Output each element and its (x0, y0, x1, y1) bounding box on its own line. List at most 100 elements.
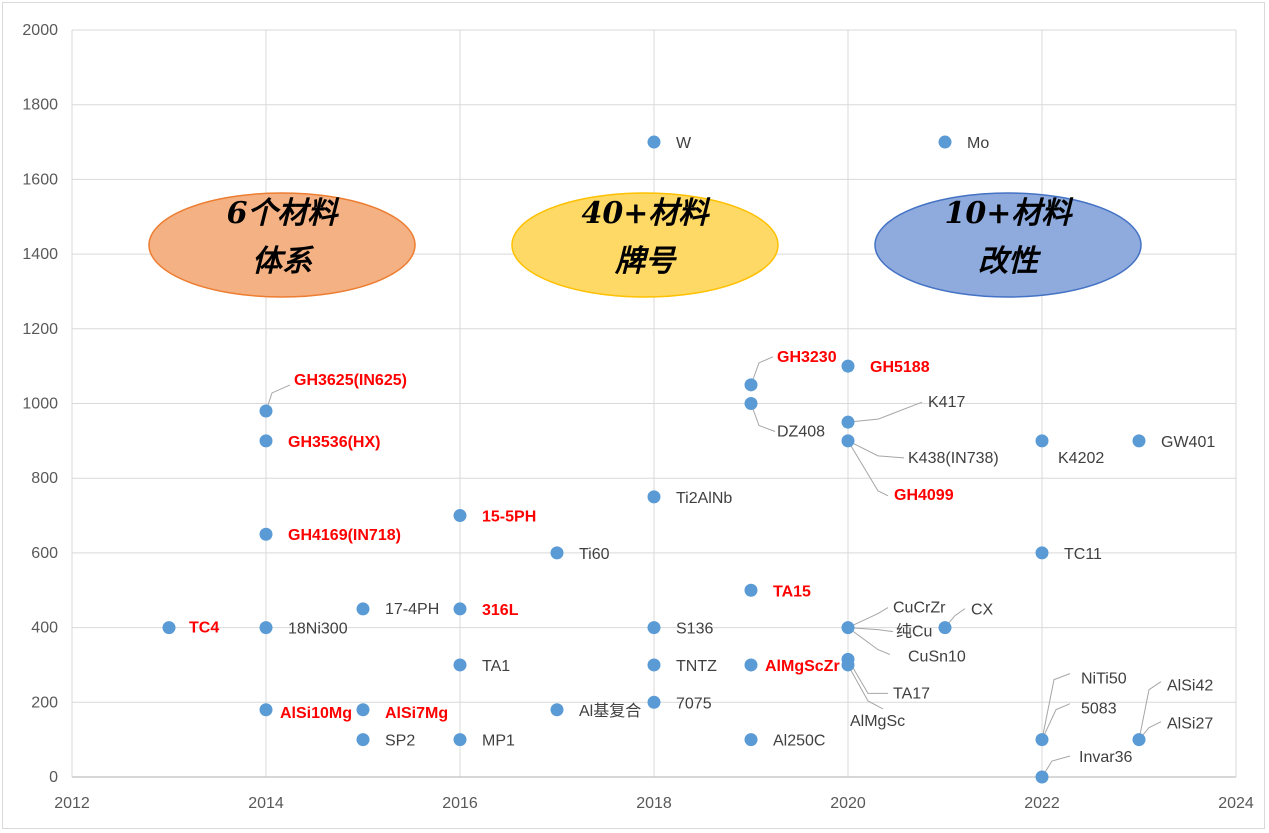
point-label: GH5188 (870, 359, 930, 376)
point-label: K438(IN738) (908, 450, 999, 467)
y-tick-label: 600 (31, 545, 58, 562)
data-point (938, 621, 952, 635)
leader-line (750, 356, 774, 385)
x-tick-label: 2016 (442, 795, 478, 812)
point-label: CuSn10 (908, 649, 966, 666)
point-label: 纯Cu (896, 623, 932, 641)
data-point (647, 695, 661, 709)
point-label: GH3230 (777, 349, 837, 366)
point-label: MP1 (482, 733, 515, 750)
data-point (453, 658, 467, 672)
point-label: TA15 (773, 583, 811, 600)
data-point (356, 602, 370, 616)
y-tick-label: 0 (49, 769, 58, 786)
data-point (1035, 434, 1049, 448)
point-label: Invar36 (1079, 749, 1132, 766)
data-point (744, 378, 758, 392)
data-point (453, 733, 467, 747)
y-tick-label: 200 (31, 694, 58, 711)
data-point (841, 415, 855, 429)
point-label: Al250C (773, 733, 825, 750)
point-label: SP2 (385, 733, 415, 750)
annotation-line2: 牌号 (614, 244, 677, 279)
annotation-line1: 40+材料 (582, 196, 712, 231)
point-label: DZ408 (777, 424, 825, 441)
data-point (550, 703, 564, 717)
point-label: K417 (928, 394, 965, 411)
point-label: AlSi27 (1167, 716, 1213, 733)
x-tick-label: 2018 (636, 795, 672, 812)
data-point (1035, 770, 1049, 784)
annotation-line1: 6个材料 (227, 196, 341, 231)
point-label: Ti2AlNb (676, 490, 732, 507)
leader-line (1041, 703, 1071, 740)
y-tick-label: 1400 (22, 246, 58, 263)
point-label: 5083 (1081, 701, 1117, 718)
leader-line (847, 607, 889, 629)
point-label: 17-4PH (385, 601, 439, 618)
point-label: AlSi42 (1167, 678, 1213, 695)
data-point (744, 733, 758, 747)
point-label: AlMgScZr (765, 658, 840, 675)
data-point (647, 621, 661, 635)
data-point (162, 621, 176, 635)
data-point (647, 135, 661, 149)
data-point (1132, 434, 1146, 448)
y-tick-label: 2000 (22, 22, 58, 39)
point-label: NiTi50 (1081, 671, 1127, 688)
y-tick-label: 1000 (22, 396, 58, 413)
point-label: CuCrZr (893, 600, 946, 617)
y-tick-label: 1800 (22, 97, 58, 114)
data-point (744, 583, 758, 597)
point-label: GH3536(HX) (288, 434, 380, 451)
point-label: Mo (967, 135, 989, 152)
point-label: 316L (482, 602, 519, 619)
point-label: 15-5PH (482, 509, 536, 526)
x-tick-label: 2022 (1024, 795, 1060, 812)
point-label: Al基复合 (579, 702, 641, 720)
point-label: GH4099 (894, 487, 954, 504)
data-points (162, 135, 1146, 784)
point-label: GH4169(IN718) (288, 527, 401, 544)
point-label: S136 (676, 621, 713, 638)
y-tick-label: 400 (31, 620, 58, 637)
data-point (259, 404, 273, 418)
data-point (647, 658, 661, 672)
axes: 0 200 400 600 800 1000 1200 1400 1600 1800 2000 201… (22, 22, 1253, 812)
data-point (1035, 733, 1049, 747)
data-point (938, 135, 952, 149)
leader-line (1138, 681, 1162, 740)
data-point (744, 658, 758, 672)
x-tick-label: 2012 (54, 795, 90, 812)
leader-line (847, 664, 884, 710)
leader-line (847, 627, 894, 633)
point-label: Ti60 (579, 546, 610, 563)
data-point (259, 434, 273, 448)
leader-line (750, 403, 776, 432)
data-point (841, 621, 855, 635)
data-point (453, 509, 467, 523)
y-tick-label: 1600 (22, 171, 58, 188)
point-label: K4202 (1058, 450, 1104, 467)
data-point (259, 703, 273, 717)
point-label: CX (971, 602, 994, 619)
leader-line (847, 401, 923, 423)
data-point (453, 602, 467, 616)
point-label: TC4 (189, 620, 219, 637)
annotation-line2: 改性 (978, 244, 1042, 279)
leader-line (847, 440, 889, 497)
point-label: GH3625(IN625) (294, 372, 407, 389)
data-point (550, 546, 564, 560)
point-label: TA17 (893, 685, 930, 702)
data-point (259, 527, 273, 541)
x-tick-label: 2020 (830, 795, 866, 812)
point-label: GW401 (1161, 434, 1215, 451)
point-label: AlMgSc (850, 713, 905, 730)
y-tick-label: 800 (31, 470, 58, 487)
point-labels: TC4 GH3625(IN625) GH3536(HX) GH4169(IN718) 1… (189, 135, 1215, 766)
point-label: W (676, 135, 692, 152)
data-point (744, 397, 758, 410)
